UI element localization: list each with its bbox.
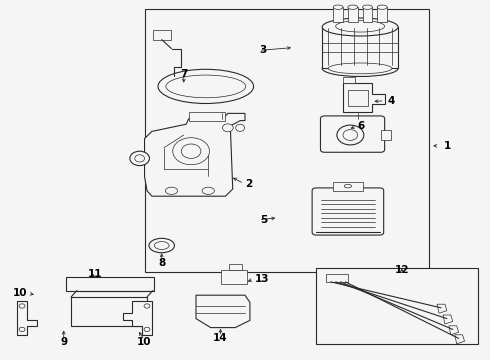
Bar <box>66 277 154 291</box>
Ellipse shape <box>19 327 25 332</box>
Ellipse shape <box>363 5 372 9</box>
Text: 14: 14 <box>213 333 228 343</box>
Text: 5: 5 <box>260 215 267 225</box>
Ellipse shape <box>343 130 358 140</box>
Ellipse shape <box>166 75 245 98</box>
Text: 8: 8 <box>158 258 165 268</box>
Bar <box>229 264 242 270</box>
Polygon shape <box>449 326 459 335</box>
Ellipse shape <box>135 155 145 162</box>
Text: 10: 10 <box>137 337 152 347</box>
Text: 4: 4 <box>387 96 394 106</box>
Ellipse shape <box>328 63 392 74</box>
Bar <box>363 7 372 22</box>
Bar <box>333 7 343 22</box>
Polygon shape <box>343 83 385 112</box>
Bar <box>348 7 358 22</box>
Bar <box>220 270 247 284</box>
Ellipse shape <box>172 138 210 165</box>
Ellipse shape <box>130 151 149 166</box>
Ellipse shape <box>322 60 398 77</box>
Bar <box>153 30 171 40</box>
Ellipse shape <box>181 144 201 158</box>
Bar <box>189 112 225 121</box>
Ellipse shape <box>222 124 233 132</box>
Bar <box>343 77 355 83</box>
Bar <box>333 182 363 191</box>
Bar <box>316 268 478 344</box>
Polygon shape <box>455 335 465 344</box>
Ellipse shape <box>149 238 174 253</box>
Text: 9: 9 <box>60 337 67 347</box>
Polygon shape <box>196 295 250 328</box>
Bar <box>322 27 398 68</box>
Ellipse shape <box>333 5 343 9</box>
Text: 13: 13 <box>255 274 270 284</box>
Bar <box>145 9 429 272</box>
Ellipse shape <box>154 242 169 249</box>
Polygon shape <box>122 301 152 335</box>
Ellipse shape <box>348 5 358 9</box>
FancyBboxPatch shape <box>320 116 385 152</box>
Text: 12: 12 <box>394 265 409 275</box>
Polygon shape <box>443 315 453 324</box>
FancyBboxPatch shape <box>312 188 384 235</box>
Text: 11: 11 <box>88 269 103 279</box>
Bar <box>377 7 387 22</box>
Bar <box>381 130 391 140</box>
Ellipse shape <box>344 184 352 188</box>
Polygon shape <box>17 301 37 335</box>
Text: 2: 2 <box>245 179 252 189</box>
Polygon shape <box>145 113 245 196</box>
Text: 1: 1 <box>443 141 451 151</box>
Text: 6: 6 <box>358 121 365 131</box>
Polygon shape <box>437 304 447 313</box>
Ellipse shape <box>19 304 25 308</box>
Bar <box>348 90 368 106</box>
Bar <box>71 297 147 326</box>
Bar <box>326 274 348 282</box>
Ellipse shape <box>336 21 385 32</box>
Ellipse shape <box>144 304 150 308</box>
Ellipse shape <box>322 18 398 36</box>
Text: 10: 10 <box>12 288 27 298</box>
Ellipse shape <box>377 5 387 9</box>
Ellipse shape <box>166 187 177 194</box>
Text: 7: 7 <box>180 69 188 79</box>
Ellipse shape <box>337 125 364 145</box>
Text: 3: 3 <box>260 45 267 55</box>
Ellipse shape <box>144 327 150 332</box>
Ellipse shape <box>202 187 215 194</box>
Ellipse shape <box>236 124 245 131</box>
Ellipse shape <box>158 69 254 104</box>
